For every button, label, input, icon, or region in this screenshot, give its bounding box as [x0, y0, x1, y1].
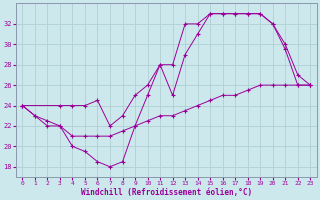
X-axis label: Windchill (Refroidissement éolien,°C): Windchill (Refroidissement éolien,°C): [81, 188, 252, 197]
